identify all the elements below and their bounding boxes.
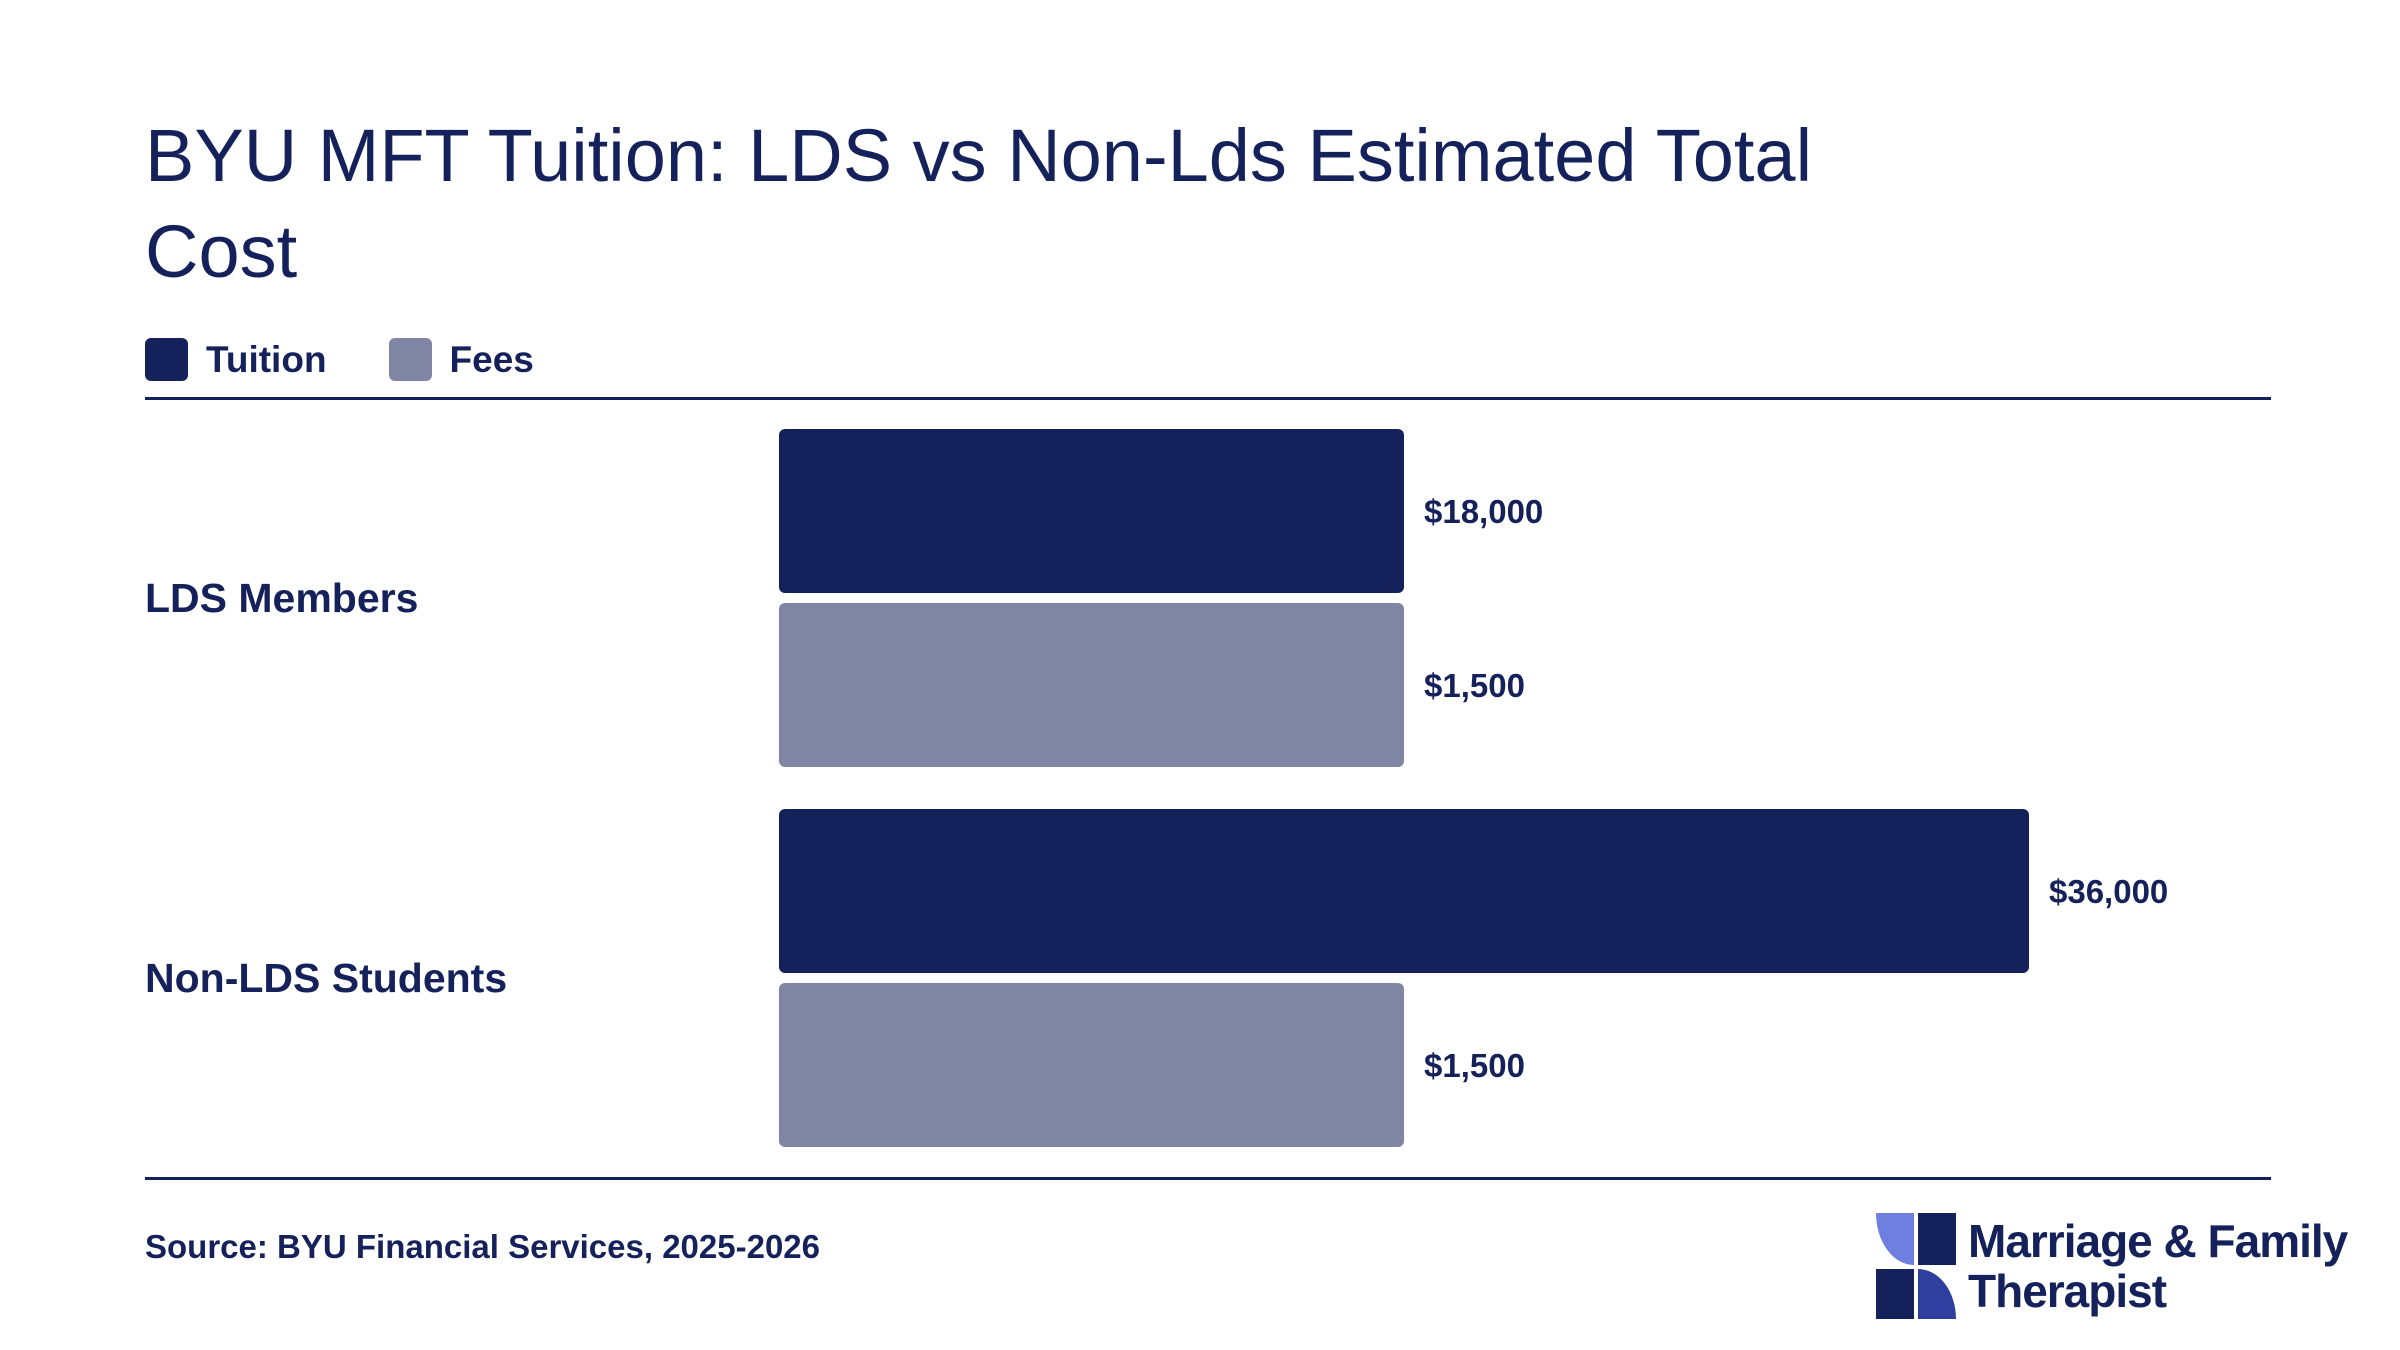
source-note: Source: BYU Financial Services, 2025-202…	[145, 1228, 821, 1265]
category-label-lds-members: LDS Members	[145, 575, 418, 621]
legend-item-tuition: Tuition	[145, 338, 327, 381]
legend-swatch-tuition	[145, 338, 188, 381]
category-label-non-lds-students: Non-LDS Students	[145, 955, 507, 1001]
data-label-tuition-lds-members: $18,000	[1424, 493, 1543, 530]
legend: Tuition Fees	[145, 338, 596, 381]
data-label-fees-lds-members: $1,500	[1424, 667, 1525, 704]
bar-tuition-lds-members	[779, 429, 1404, 593]
bar-fees-non-lds-students	[779, 983, 1404, 1147]
top-divider	[145, 397, 2271, 400]
brand-logo: Marriage & Family Therapist	[1876, 1213, 2348, 1319]
legend-swatch-fees	[388, 338, 432, 381]
data-label-tuition-non-lds-students: $36,000	[2049, 873, 2168, 910]
data-label-fees-non-lds-students: $1,500	[1424, 1047, 1525, 1084]
brand-name: Marriage & Family Therapist	[1968, 1215, 2348, 1317]
brand-line-2: Therapist	[1968, 1265, 2167, 1317]
legend-label-tuition: Tuition	[206, 338, 327, 380]
pinwheel-logo-icon	[1876, 1213, 1956, 1319]
chart-title: BYU MFT Tuition: LDS vs Non-Lds Estimate…	[145, 114, 1813, 293]
bar-tuition-non-lds-students	[779, 809, 2029, 973]
bar-fees-lds-members	[779, 603, 1404, 767]
bottom-divider	[145, 1177, 2271, 1180]
legend-item-fees: Fees	[388, 338, 534, 381]
brand-line-1: Marriage & Family	[1968, 1215, 2348, 1267]
legend-label-fees: Fees	[449, 338, 534, 380]
